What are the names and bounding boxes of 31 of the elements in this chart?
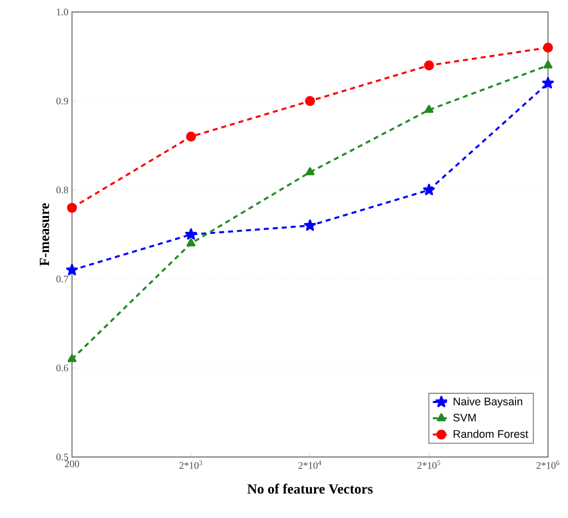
y-tick-label: 0.9 [56,98,68,104]
point [305,96,315,106]
point [185,228,197,240]
point [543,42,553,53]
point [186,132,196,142]
x-tick-label: 2*10$^{4}$ [298,460,322,469]
point [424,104,434,113]
point [424,60,434,70]
x-axis-title: No of feature Vectors [247,484,373,494]
point [66,264,78,276]
point [67,202,77,213]
point [304,219,316,231]
point [423,184,435,196]
point [544,60,552,68]
y-tick-label: 0.5 [56,454,68,460]
legend-label: Naive Baysain [454,397,522,408]
y-tick-label: 0.6 [56,364,68,372]
point [542,77,554,88]
legend-label: Random Forest [454,430,528,438]
point [186,238,196,246]
x-tick-label: 2*10$^{6}$ [536,460,560,469]
y-axis-title: F-measure [40,203,50,266]
x-tick-label: 2*10$^{3}$ [179,460,202,469]
legend-label: SVM [453,414,476,422]
point [306,167,314,176]
point [68,354,76,362]
x-tick-label: 200 [64,460,80,468]
y-tick-label: 0.8 [56,186,68,194]
y-tick-label: 0.7 [56,276,68,282]
y-tick-label: 1.0 [56,8,68,16]
x-tick-label: 2*10$^{5}$ [417,460,440,469]
